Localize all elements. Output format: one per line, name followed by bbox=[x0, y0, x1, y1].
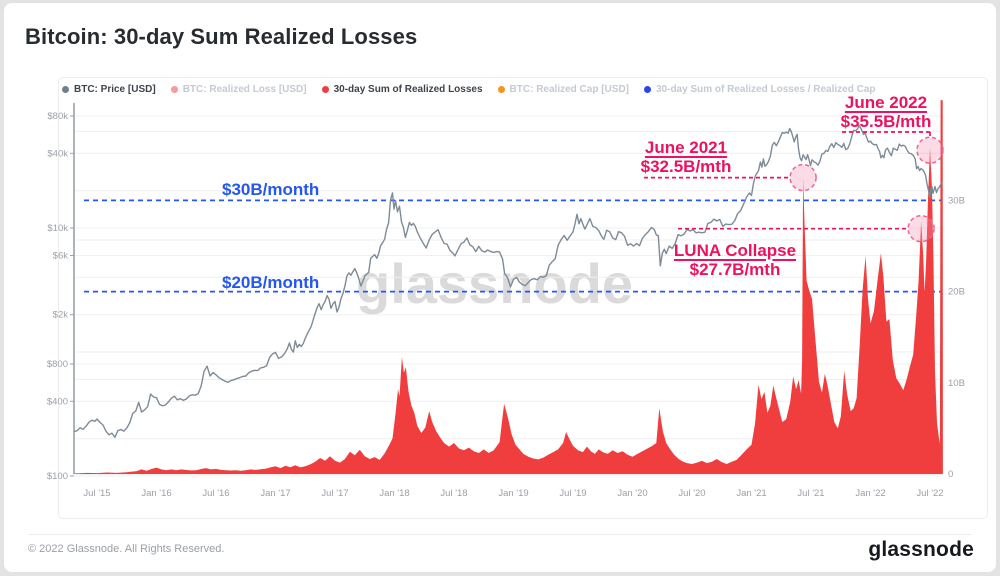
copyright-text: © 2022 Glassnode. All Rights Reserved. bbox=[28, 543, 225, 555]
legend-item-3[interactable]: 30-day Sum of Realized Losses bbox=[321, 83, 483, 95]
legend-item-label: 30-day Sum of Realized Losses bbox=[333, 83, 483, 95]
glassnode-watermark: glassnode bbox=[356, 252, 633, 315]
report-page: Bitcoin: 30-day Sum Realized Losses glas… bbox=[4, 3, 996, 572]
ref-label-20b: $20B/month bbox=[222, 273, 320, 292]
annotation-luna-collapse-title: LUNA Collapse bbox=[673, 241, 797, 260]
legend-item-label: 30-day Sum of Realized Losses / Realized… bbox=[656, 83, 876, 95]
legend-dot-icon bbox=[644, 85, 651, 93]
legend-item-1[interactable]: BTC: Price [USD] bbox=[62, 84, 156, 95]
annotation-june-2021: June 2021 $32.5B/mth bbox=[616, 138, 756, 176]
legend-item-2[interactable]: BTC: Realized Loss [USD] bbox=[170, 83, 307, 95]
legend-dot-icon bbox=[497, 85, 505, 93]
annotation-june-2022-value: $35.5B/mth bbox=[840, 112, 932, 131]
annotation-luna-collapse: LUNA Collapse $27.7B/mth bbox=[655, 241, 815, 279]
legend-item-4[interactable]: BTC: Realized Cap [USD] bbox=[497, 83, 629, 95]
chart-legend: BTC: Price [USD] BTC: Realized Loss [USD]… bbox=[62, 81, 876, 97]
ref-label-30b: $30B/month bbox=[222, 180, 320, 199]
page-title: Bitcoin: 30-day Sum Realized Losses bbox=[25, 24, 418, 49]
legend-item-label: BTC: Price [USD] bbox=[74, 83, 156, 95]
legend-dot-icon bbox=[170, 85, 178, 93]
glassnode-logo: glassnode bbox=[868, 538, 974, 561]
legend-dot-icon bbox=[321, 85, 329, 93]
footer-divider bbox=[28, 534, 972, 535]
annotation-june-2021-title: June 2021 bbox=[644, 138, 728, 157]
legend-dot-icon bbox=[62, 85, 69, 93]
annotation-june-2022-title: June 2022 bbox=[844, 93, 928, 112]
annotation-june-2021-value: $32.5B/mth bbox=[640, 157, 732, 176]
annotation-luna-collapse-value: $27.7B/mth bbox=[689, 260, 781, 279]
legend-item-label: BTC: Realized Cap [USD] bbox=[509, 83, 629, 95]
legend-item-5[interactable]: 30-day Sum of Realized Losses / Realized… bbox=[644, 84, 876, 95]
annotation-june-2022: June 2022 $35.5B/mth bbox=[816, 93, 956, 131]
legend-item-label: BTC: Realized Loss [USD] bbox=[182, 83, 307, 95]
